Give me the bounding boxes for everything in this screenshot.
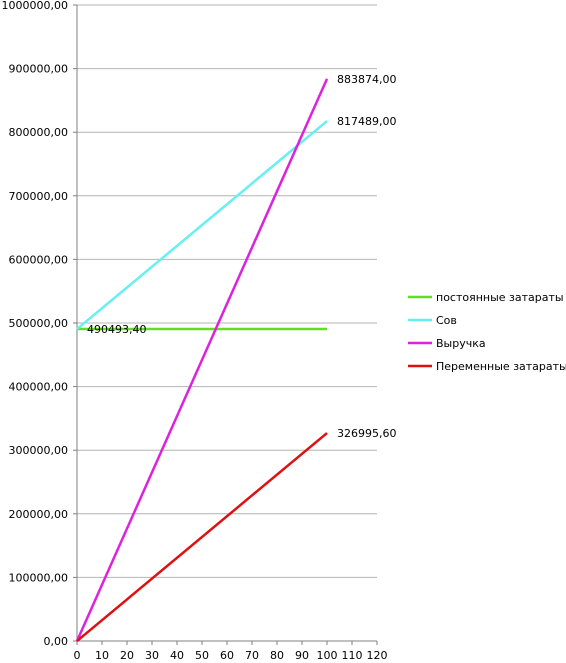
y-tick-label: 0,00 [44,635,69,648]
x-tick-label: 0 [74,649,81,662]
x-tick-label: 50 [195,649,209,662]
x-tick-label: 110 [342,649,363,662]
y-tick-label: 100000,00 [9,571,69,584]
x-tick-label: 90 [295,649,309,662]
series-lines [75,78,329,642]
axes: 0,00 100000,00 200000,00 300000,00 400000,00… [2,0,388,662]
x-tick-label: 80 [270,649,284,662]
legend-entry: Сов [436,314,457,327]
x-tick-label: 20 [120,649,134,662]
x-tick-label: 60 [220,649,234,662]
data-label: 490493,40 [87,323,147,336]
series-line-2 [75,78,329,642]
y-tick-label: 800000,00 [9,126,69,139]
x-tick-label: 40 [170,649,184,662]
y-tick-label: 600000,00 [9,253,69,266]
x-tick-label: 120 [367,649,388,662]
gridlines [77,4,377,578]
y-tick-label: 700000,00 [9,190,69,203]
data-label: 817489,00 [337,115,397,128]
x-tick-label: 30 [145,649,159,662]
data-label: 326995,60 [337,427,397,440]
legend-entry: постоянные затараты [436,291,564,304]
series-line-1 [76,120,328,331]
y-tick-label: 400000,00 [9,381,69,394]
legend: постоянные затараты Сов Выручка Переменные … [408,291,566,373]
x-tick-label: 70 [245,649,259,662]
legend-entry: Переменные затараты [436,360,566,373]
series-line-3 [76,432,328,642]
y-tick-label: 200000,00 [9,508,69,521]
x-tick-label: 10 [95,649,109,662]
data-labels: 490493,40 817489,00 883874,00 326995,60 [87,73,397,440]
data-label: 883874,00 [337,73,397,86]
y-tick-label: 300000,00 [9,444,69,457]
legend-entry: Выручка [436,337,486,350]
y-tick-label: 1000000,00 [2,0,68,12]
y-tick-label: 900000,00 [9,63,69,76]
y-tick-label: 500000,00 [9,317,69,330]
x-tick-label: 100 [317,649,338,662]
